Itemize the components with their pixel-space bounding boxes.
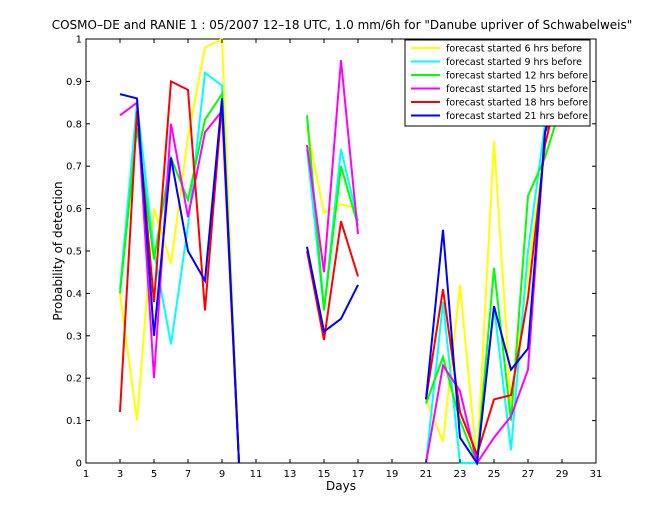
y-tick-label: 0.3 xyxy=(66,331,82,342)
series-6-segment-3-line xyxy=(425,59,563,466)
x-tick-label: 3 xyxy=(117,469,123,480)
y-tick-label: 0.5 xyxy=(66,247,82,258)
legend-box xyxy=(404,39,591,127)
x-tick-label: 13 xyxy=(284,469,297,480)
y-tick-label: 1 xyxy=(76,35,82,46)
y-tick-label: 0.4 xyxy=(66,289,82,300)
series-group xyxy=(119,37,563,466)
legend-label-2: forecast started 9 hrs before xyxy=(446,57,582,68)
x-tick-label: 11 xyxy=(250,469,263,480)
chart-title: COSMO–DE and RANIE 1 : 05/2007 12–18 UTC… xyxy=(52,18,633,32)
series-4-segment-2-line xyxy=(306,60,359,273)
y-tick-label: 0 xyxy=(76,459,82,470)
x-tick-label: 29 xyxy=(556,469,569,480)
series-6-segment-2-line xyxy=(306,246,359,334)
y-axis-label: Probability of detection xyxy=(51,181,65,320)
x-tick-label: 17 xyxy=(352,469,365,480)
legend-label-6: forecast started 21 hrs before xyxy=(446,111,588,122)
x-tick-label: 5 xyxy=(151,469,157,480)
series-5-segment-2-line xyxy=(306,221,359,341)
x-tick-label: 9 xyxy=(219,469,225,480)
x-tick-label: 15 xyxy=(318,469,331,480)
y-tick-label: 0.8 xyxy=(66,119,82,130)
y-tick-label: 0.2 xyxy=(66,374,82,385)
y-tick-label: 0.7 xyxy=(66,162,82,173)
x-tick-label: 7 xyxy=(185,469,191,480)
legend-label-1: forecast started 6 hrs before xyxy=(446,44,582,55)
x-axis-ticks: 1 3 5 7 9 11 13 15 17 19 21 23 25 27 29 31 xyxy=(83,39,603,480)
y-axis-ticks: 0 0.1 0.2 0.3 0.4 0.5 0.6 0.7 0.8 0.9 1 xyxy=(66,35,596,470)
legend-label-4: forecast started 15 hrs before xyxy=(446,84,588,95)
x-tick-label: 21 xyxy=(420,469,433,480)
x-tick-label: 23 xyxy=(454,469,467,480)
x-tick-label: 1 xyxy=(83,469,89,480)
y-tick-label: 0.1 xyxy=(66,416,82,427)
x-tick-label: 31 xyxy=(590,469,603,480)
y-tick-label: 0.6 xyxy=(66,204,82,215)
legend-label-3: forecast started 12 hrs before xyxy=(446,71,588,82)
series-1-segment-2-line xyxy=(306,127,359,215)
x-tick-label: 25 xyxy=(488,469,501,480)
series-3-segment-3-line xyxy=(425,102,563,464)
x-tick-label: 27 xyxy=(522,469,535,480)
y-tick-label: 0.9 xyxy=(66,77,82,88)
legend-label-5: forecast started 18 hrs before xyxy=(446,98,588,109)
x-axis-label: Days xyxy=(326,479,356,493)
series-6-segment-1-line xyxy=(119,93,240,464)
x-tick-label: 19 xyxy=(386,469,399,480)
legend: forecast started 6 hrs before forecast st… xyxy=(404,39,591,127)
